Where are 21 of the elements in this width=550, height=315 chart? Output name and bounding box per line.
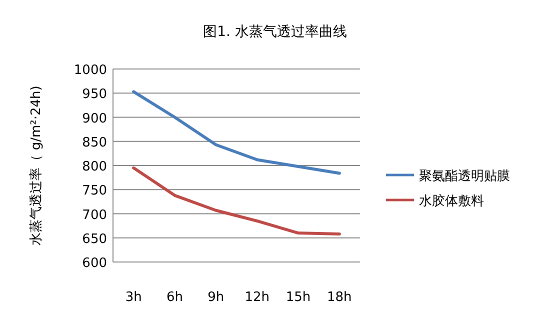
y-axis-title: 水蒸气透过率（ g/m²·24h) <box>28 86 44 246</box>
y-tick-label: 800 <box>82 160 107 174</box>
y-tick-label: 700 <box>82 208 107 223</box>
y-tick-label: 850 <box>82 135 107 150</box>
line-series <box>132 90 341 175</box>
chart-title: 图1. 水蒸气透过率曲线 <box>203 24 347 40</box>
y-tick-label: 750 <box>82 184 107 199</box>
y-tick-label: 650 <box>82 232 107 247</box>
x-tick-label: 18h <box>327 290 352 305</box>
y-tick-label: 600 <box>82 256 107 271</box>
x-tick-label: 12h <box>244 290 270 305</box>
legend-label: 水胶体敷料 <box>419 194 484 209</box>
y-tick-label: 900 <box>82 111 107 126</box>
x-tick-label: 6h <box>166 290 184 305</box>
legend-label: 聚氨酯透明贴膜 <box>419 169 510 184</box>
y-tick-label: 950 <box>82 87 107 102</box>
x-tick-label: 3h <box>125 290 142 305</box>
x-tick-label: 15h <box>286 290 311 305</box>
y-tick-label: 1000 <box>74 63 107 78</box>
x-tick-label: 9h <box>208 290 224 305</box>
line-series <box>132 166 341 236</box>
